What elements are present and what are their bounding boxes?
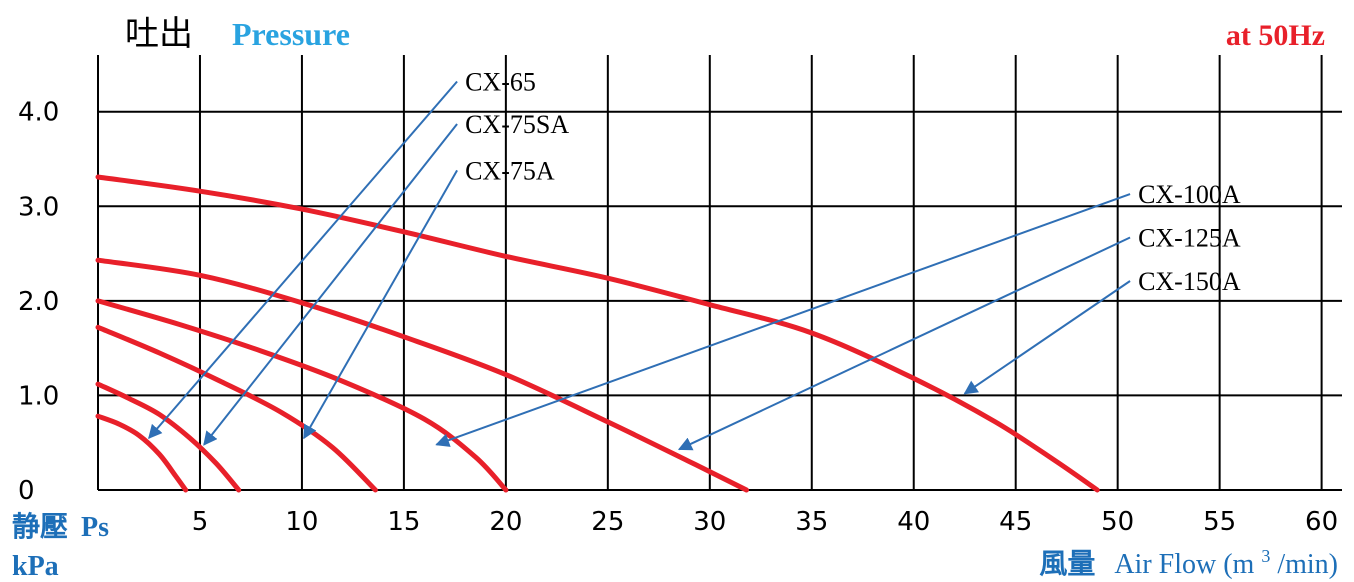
- y-tick-label-1: 1.0: [18, 381, 59, 411]
- curve-cx-150a: [95, 174, 1100, 493]
- x-tick-label-3: 20: [489, 507, 522, 537]
- y-tick-label-4: 4.0: [18, 98, 59, 128]
- x-tick-label-10: 55: [1203, 507, 1236, 537]
- leader-line-cx-75sa: [203, 123, 458, 446]
- series-label-cx-100a: CX-100A: [1138, 180, 1241, 209]
- curve-cx-65: [95, 413, 189, 493]
- grid: [97, 55, 1342, 491]
- y-axis-label-jp: 静壓: [12, 511, 68, 543]
- x-tick-label-4: 25: [591, 507, 624, 537]
- leader-line-cx-65: [148, 80, 458, 440]
- leader-line-cx-125a: [677, 236, 1131, 451]
- leader-lines: CX-65 CX-75SA CX-75A CX-100A CX-125A CX-150A: [148, 67, 1241, 451]
- curve-cx-75sa: [95, 381, 242, 493]
- curve-cx-125a: [95, 257, 749, 493]
- x-tick-label-6: 35: [795, 507, 828, 537]
- curve-cx-100a: [95, 298, 509, 493]
- curves: [95, 174, 1100, 493]
- series-label-cx-65: CX-65: [465, 67, 536, 96]
- x-axis-label-tail: /min): [1277, 549, 1338, 580]
- x-axis-label: 風量 Air Flow (m 3 /min): [1039, 538, 1338, 580]
- x-tick-label-9: 50: [1101, 507, 1134, 537]
- x-axis-label-jp: 風量: [1039, 549, 1095, 580]
- y-axis-label: 静壓 Ps: [12, 511, 109, 543]
- x-tick-label-11: 60: [1305, 507, 1338, 537]
- frequency-label: at 50Hz: [1226, 19, 1325, 52]
- leader-line-cx-100a: [435, 193, 1131, 447]
- y-tick-label-2: 2.0: [18, 287, 59, 317]
- chart-title-jp: 吐出: [125, 15, 193, 53]
- x-axis-label-sup: 3: [1261, 546, 1270, 566]
- leader-line-cx-150a: [963, 280, 1131, 395]
- series-label-cx-75a: CX-75A: [465, 156, 555, 185]
- y-axis-unit: kPa: [12, 551, 59, 582]
- x-axis-label-en: Air Flow (m: [1114, 549, 1254, 580]
- x-tick-label-1: 10: [285, 507, 318, 537]
- series-label-cx-150a: CX-150A: [1138, 267, 1241, 296]
- leader-line-cx-75a: [303, 169, 458, 440]
- y-tick-label-0: 0: [18, 476, 35, 506]
- tick-labels: 5 10 15 20 25 30 35 40 45 50 55 60 0 1.0 2.0 3.0 4.0: [18, 98, 1338, 537]
- series-label-cx-125a: CX-125A: [1138, 224, 1241, 253]
- x-tick-label-2: 15: [387, 507, 420, 537]
- x-tick-label-7: 40: [897, 507, 930, 537]
- y-axis-label-symbol: Ps: [81, 512, 109, 543]
- series-label-cx-75sa: CX-75SA: [465, 110, 569, 139]
- y-tick-label-3: 3.0: [18, 192, 59, 222]
- x-tick-label-0: 5: [192, 507, 209, 537]
- x-tick-label-8: 45: [999, 507, 1032, 537]
- x-tick-label-5: 30: [693, 507, 726, 537]
- curve-cx-75a: [95, 324, 378, 493]
- chart-title-en: Pressure: [232, 16, 350, 52]
